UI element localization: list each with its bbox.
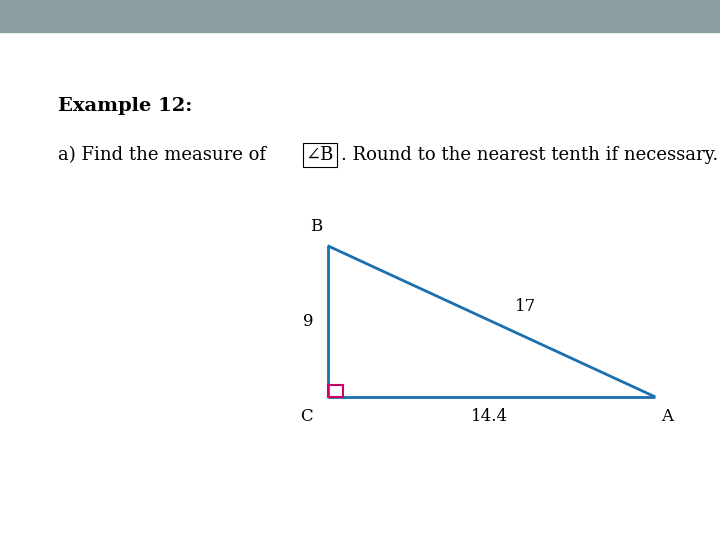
Text: C: C xyxy=(300,408,313,424)
Text: a) Find the measure of: a) Find the measure of xyxy=(58,146,271,164)
Text: 9: 9 xyxy=(303,313,314,330)
Text: 14.4: 14.4 xyxy=(471,408,508,425)
Text: Example 12:: Example 12: xyxy=(58,97,192,115)
Text: . Round to the nearest tenth if necessary.: . Round to the nearest tenth if necessar… xyxy=(341,146,718,164)
Text: B: B xyxy=(310,218,323,235)
Text: A: A xyxy=(661,408,673,424)
Bar xyxy=(328,385,343,397)
Text: ∠B: ∠B xyxy=(306,146,334,164)
Text: 17: 17 xyxy=(515,298,536,315)
